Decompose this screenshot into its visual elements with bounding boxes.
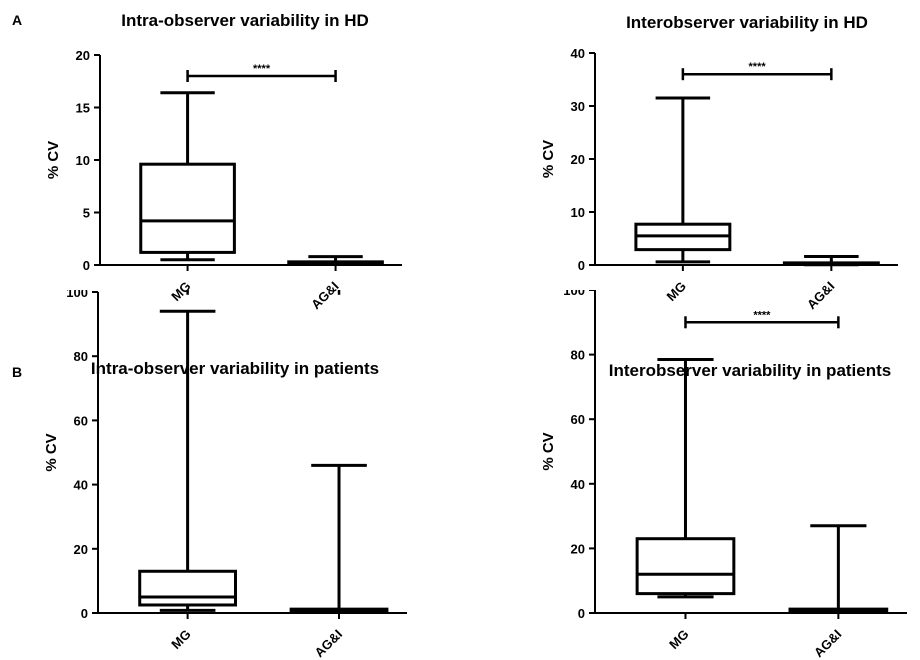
y-tick-label: 20: [571, 152, 585, 167]
box-agi: [782, 255, 880, 267]
box-iqr: [138, 569, 238, 607]
y-tick-label: 30: [571, 99, 585, 114]
chart-title: Intra-observer variability in HD: [121, 11, 369, 30]
y-tick-label: 80: [74, 349, 88, 364]
y-tick-label: 0: [578, 606, 585, 621]
x-tick-label: MG: [666, 627, 691, 652]
y-tick-label: 20: [76, 48, 90, 63]
y-tick-label: 100: [563, 290, 585, 298]
y-tick-label: 15: [76, 101, 90, 116]
y-axis-label: % CV: [45, 141, 62, 179]
y-tick-label: 20: [571, 541, 585, 556]
chart-interobserver-hd: Interobserver variability in HD % CV 0 10 20…: [540, 13, 898, 312]
chart-intra-observer-patients: Intra-observer variability in patients % …: [43, 290, 407, 660]
y-tick-label: 0: [81, 606, 88, 621]
y-tick-label: 80: [571, 348, 585, 363]
y-tick-label: 0: [578, 258, 585, 273]
y-axis-label: % CV: [540, 432, 557, 470]
significance-label: ****: [749, 61, 767, 73]
panel-label-b: B: [12, 364, 23, 380]
panel-label-a: A: [12, 12, 23, 28]
y-tick-label: 100: [66, 290, 88, 300]
y-tick-label: 40: [74, 478, 88, 493]
chart-title: Interobserver variability in HD: [626, 13, 868, 32]
chart-interobserver-patients: Interobserver variability in patients % C…: [540, 290, 907, 660]
y-tick-label: 60: [74, 413, 88, 428]
y-tick-label: 10: [571, 205, 585, 220]
chart-intra-observer-hd: Intra-observer variability in HD % CV 0 5 10…: [45, 11, 402, 312]
box-mg: [138, 309, 238, 612]
x-tick-label: MG: [168, 627, 193, 652]
box-mg: [139, 91, 236, 262]
box-iqr: [635, 537, 736, 596]
box-iqr: [139, 162, 236, 254]
y-tick-label: 0: [83, 258, 90, 273]
y-tick-label: 40: [571, 477, 585, 492]
y-tick-label: 10: [76, 153, 90, 168]
x-tick-label: AG&I: [312, 627, 346, 660]
y-tick-label: 40: [571, 46, 585, 61]
y-tick-label: 20: [74, 542, 88, 557]
y-tick-label: 60: [571, 412, 585, 427]
chart-title: Interobserver variability in patients: [609, 361, 891, 380]
x-tick-label: AG&I: [811, 627, 845, 660]
y-tick-label: 5: [83, 206, 90, 221]
y-axis-label: % CV: [43, 433, 60, 471]
box-mg: [635, 357, 736, 599]
significance-label: ****: [753, 309, 771, 321]
y-axis-label: % CV: [540, 140, 557, 178]
box-agi: [788, 524, 889, 614]
box-agi: [289, 463, 389, 614]
box-mg: [634, 96, 732, 264]
box-agi: [287, 255, 384, 266]
significance-label: ****: [253, 63, 271, 75]
chart-title: Intra-observer variability in patients: [91, 359, 379, 378]
